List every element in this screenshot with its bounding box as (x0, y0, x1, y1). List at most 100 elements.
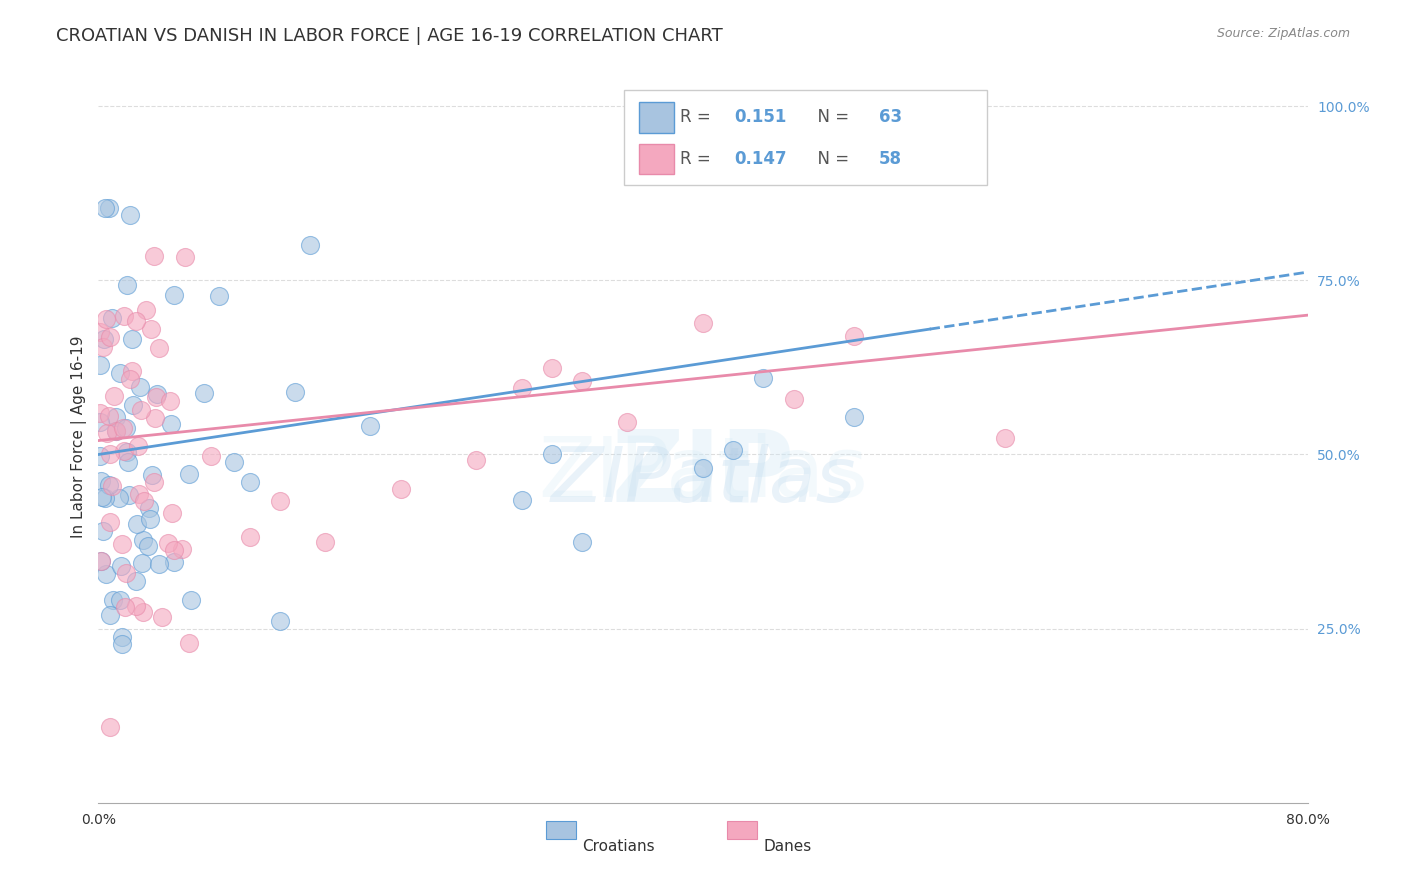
Point (91, 524, 114, 538)
Point (143, 475, 166, 489)
Text: 63: 63 (879, 109, 903, 127)
Bar (638, 144, 675, 175)
Point (103, 389, 125, 403)
Point (115, 445, 138, 459)
Y-axis label: In Labor Force | Age 16-19: In Labor Force | Age 16-19 (72, 335, 87, 539)
Point (127, 517, 149, 532)
Point (299, 238, 322, 252)
Text: CROATIAN VS DANISH IN LABOR FORCE | AGE 16-19 CORRELATION CHART: CROATIAN VS DANISH IN LABOR FORCE | AGE … (56, 27, 723, 45)
Point (89, 325, 111, 339)
Text: 58: 58 (879, 150, 903, 168)
Point (132, 606, 155, 620)
Point (97, 409, 120, 423)
Point (117, 455, 139, 469)
Point (89, 406, 111, 420)
Point (112, 309, 135, 323)
Point (115, 566, 138, 581)
Point (90, 474, 112, 488)
Text: N =: N = (807, 109, 853, 127)
Point (100, 310, 122, 325)
Point (571, 374, 593, 388)
Point (94, 312, 117, 326)
Point (131, 402, 153, 417)
Point (118, 488, 141, 502)
Point (208, 288, 231, 302)
Point (110, 558, 132, 573)
Text: Source: ZipAtlas.com: Source: ZipAtlas.com (1216, 27, 1350, 40)
Point (91, 340, 114, 354)
Text: R =: R = (679, 150, 716, 168)
Point (112, 420, 135, 434)
Point (114, 444, 136, 458)
Point (844, 328, 866, 343)
Point (90, 554, 112, 568)
Point (510, 381, 533, 395)
Point (101, 593, 124, 607)
Point (97, 478, 120, 492)
Point (139, 512, 162, 526)
Point (90, 554, 112, 568)
Point (132, 493, 155, 508)
Point (159, 394, 181, 409)
Text: 0.147: 0.147 (734, 150, 786, 168)
Point (121, 332, 143, 346)
Point (173, 250, 195, 264)
Point (100, 516, 122, 530)
Point (692, 317, 714, 331)
Point (111, 631, 134, 645)
Point (108, 366, 131, 380)
Point (172, 542, 194, 557)
Point (783, 392, 806, 407)
Text: Danes: Danes (763, 839, 811, 855)
Point (93, 332, 115, 346)
Point (139, 322, 162, 336)
Point (125, 574, 148, 588)
Point (150, 610, 173, 624)
Point (616, 415, 638, 429)
Point (994, 431, 1017, 445)
Point (159, 417, 181, 431)
Point (389, 482, 412, 496)
Point (89, 450, 111, 464)
Point (118, 371, 141, 385)
Point (135, 303, 157, 318)
Point (111, 536, 134, 550)
Point (114, 600, 136, 615)
Text: ZIPatlas: ZIPatlas (550, 444, 856, 518)
Point (156, 536, 179, 550)
Point (239, 530, 262, 544)
Point (125, 599, 148, 614)
Point (269, 494, 291, 508)
Point (160, 506, 183, 520)
Point (146, 387, 169, 401)
Point (692, 461, 714, 475)
Point (94, 566, 117, 581)
Point (163, 543, 186, 558)
Point (98, 447, 121, 461)
Point (129, 380, 152, 394)
Point (224, 455, 246, 469)
Point (98, 201, 121, 215)
Point (108, 491, 131, 505)
Point (540, 447, 562, 461)
Point (91, 490, 114, 504)
Point (143, 249, 166, 263)
Point (117, 278, 139, 293)
Point (239, 475, 262, 489)
Point (98, 608, 121, 623)
Point (179, 636, 201, 650)
Point (94, 491, 117, 505)
Point (127, 439, 149, 453)
Point (120, 208, 142, 222)
Point (125, 313, 148, 327)
Text: 0.151: 0.151 (734, 109, 786, 127)
Point (148, 557, 170, 571)
Point (143, 410, 166, 425)
Point (723, 443, 745, 458)
Point (510, 492, 533, 507)
Point (128, 487, 150, 501)
Point (132, 533, 155, 547)
Text: Croatians: Croatians (582, 839, 655, 855)
Point (540, 361, 562, 376)
Point (752, 370, 775, 384)
